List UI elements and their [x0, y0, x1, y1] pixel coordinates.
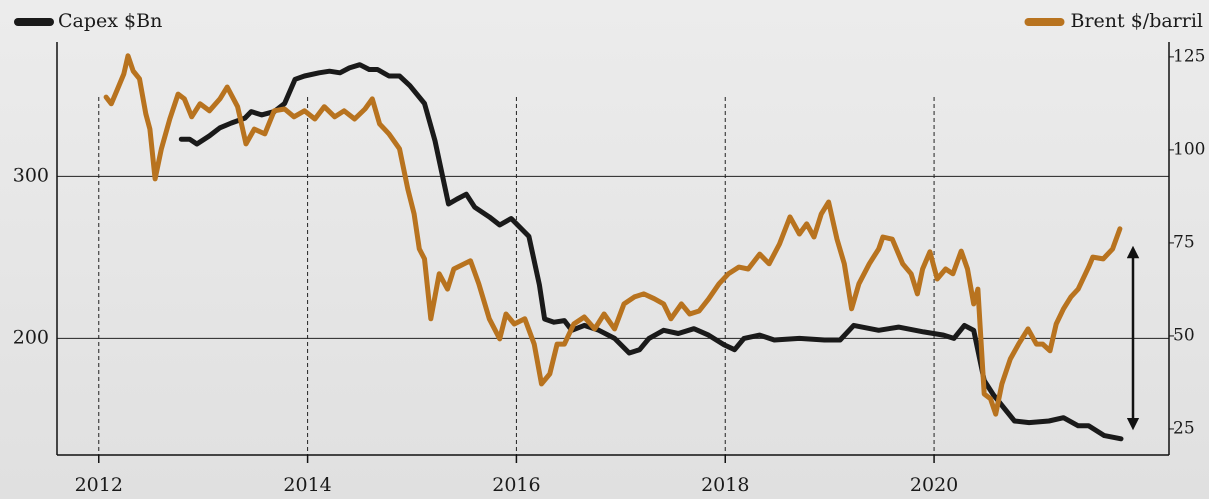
x-tick-label: 2018: [701, 474, 749, 496]
y2-tick-label: 75: [1173, 232, 1195, 252]
y2-tick-label: 50: [1173, 325, 1195, 345]
lines: [103, 53, 1124, 442]
legend-label: Capex $Bn: [58, 10, 162, 32]
series-line: [103, 53, 1123, 417]
legend-label: Brent $/barril: [1071, 10, 1204, 32]
y2-tick-label: 125: [1173, 46, 1205, 66]
x-tick-label: 2016: [492, 474, 540, 496]
y2-tick-label: 25: [1173, 418, 1195, 438]
y2-tick-label: 100: [1173, 139, 1205, 159]
grid: [57, 97, 1169, 455]
labels: 200 300 25 50 75 100 125 2012 2014 2016 2018 2020 Ca…: [13, 10, 1206, 496]
y-tick-label: 200: [13, 326, 49, 348]
x-tick-label: 2020: [910, 474, 958, 496]
x-tick-label: 2012: [75, 474, 123, 496]
series-line: [178, 62, 1124, 442]
x-tick-label: 2014: [283, 474, 331, 496]
y-tick-label: 300: [13, 164, 49, 186]
